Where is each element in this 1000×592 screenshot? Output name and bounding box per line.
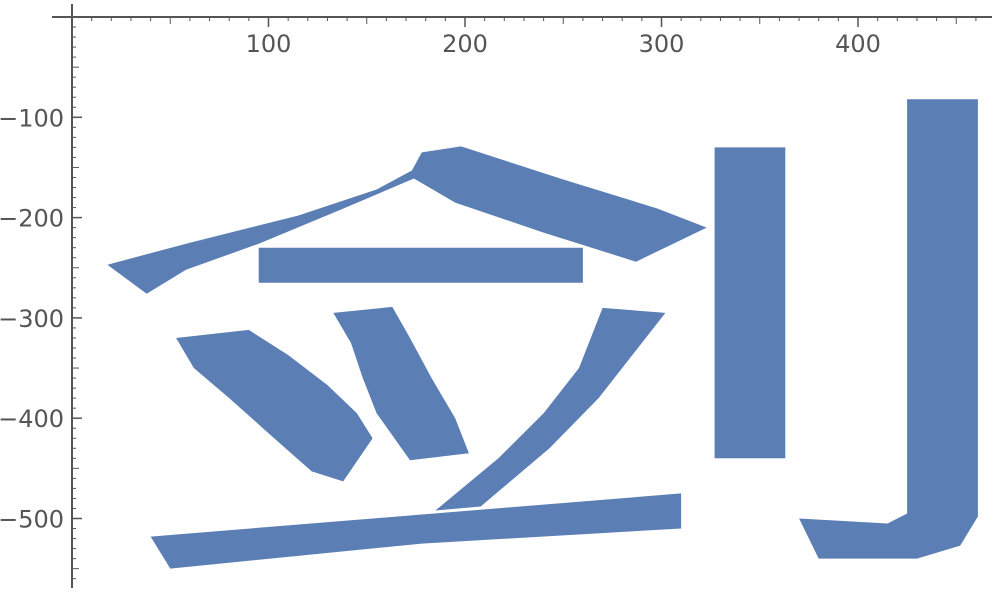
shape-vertical-short — [714, 147, 786, 459]
y-tick-label: −400 — [0, 405, 64, 433]
x-tick-label: 100 — [246, 30, 292, 58]
shape-base-stroke — [150, 493, 682, 569]
shape-dot-left — [176, 329, 373, 482]
shape-vertical-hook — [799, 99, 978, 559]
x-tick-label: 300 — [639, 30, 685, 58]
glyph-shapes — [107, 99, 978, 569]
shape-dot-middle — [333, 306, 469, 461]
x-tick-label: 200 — [442, 30, 488, 58]
shape-slant-stroke — [435, 307, 666, 511]
shape-roof-stroke — [107, 146, 707, 294]
axes: 100 200 300 400 −100 −200 −300 −400 −500 — [0, 4, 992, 588]
y-tick-label: −500 — [0, 506, 64, 534]
y-tick-label: −300 — [0, 305, 64, 333]
x-tick-label: 400 — [835, 30, 881, 58]
y-tick-label: −100 — [0, 104, 64, 132]
shape-bar-horizontal — [258, 247, 583, 283]
y-tick-label: −200 — [0, 205, 64, 233]
